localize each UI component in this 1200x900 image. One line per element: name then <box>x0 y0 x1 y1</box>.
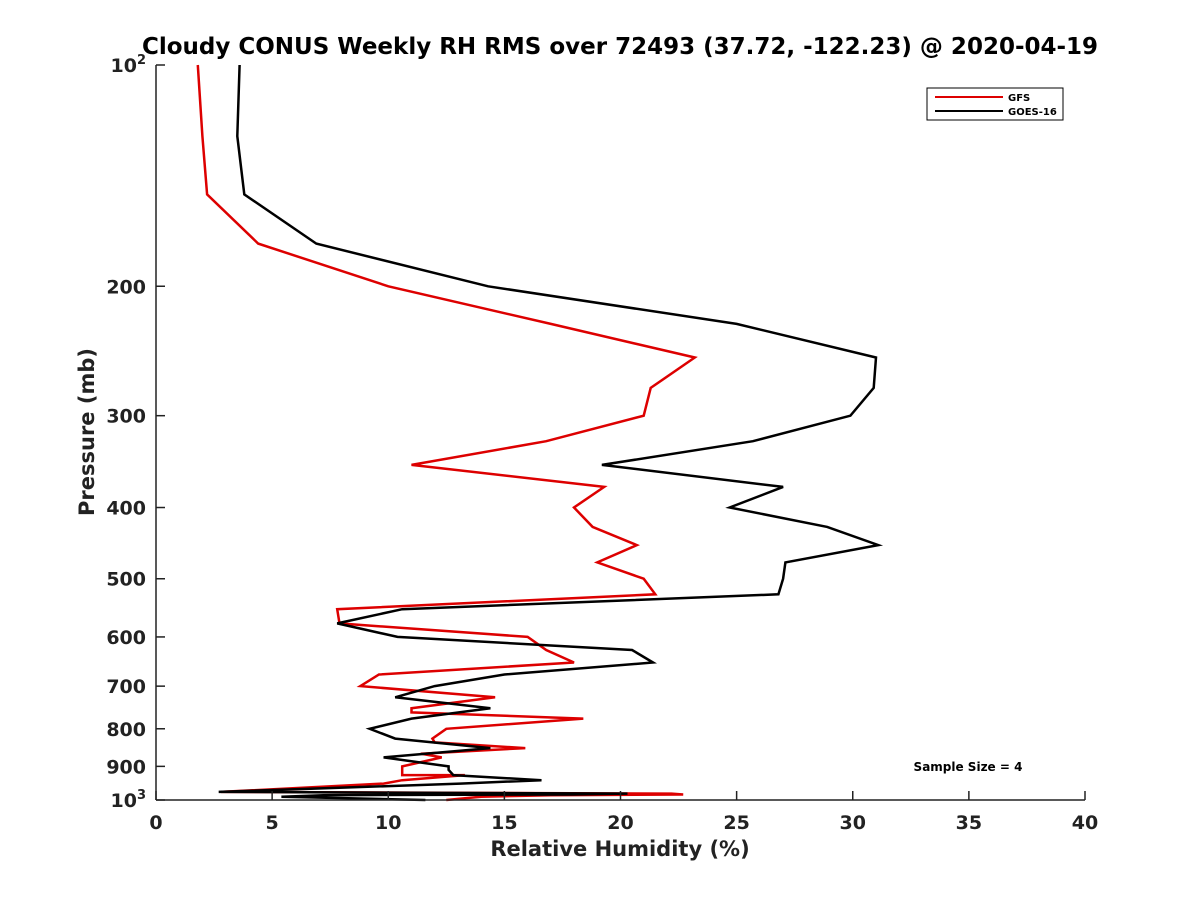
legend-box <box>926 87 1064 121</box>
x-ticks: 0 5 10 15 20 25 30 35 40 <box>149 791 1098 834</box>
legend-label-gfs: GFS <box>1008 93 1030 104</box>
x-tick-label: 5 <box>266 812 279 834</box>
x-tick-label: 40 <box>1072 812 1098 834</box>
y-axis-label: Pressure (mb) <box>75 348 99 516</box>
y-ticks: 102 200 300 400 500 600 700 800 900 103 <box>106 53 165 812</box>
series-layer <box>196 64 884 802</box>
series-line-gfs <box>196 64 698 802</box>
legend: GFS GOES-16 <box>926 87 1064 121</box>
x-tick-label: 10 <box>375 812 401 834</box>
y-tick-label: 102 <box>111 53 147 77</box>
x-axis-label: Relative Humidity (%) <box>490 837 749 861</box>
y-tick-label: 500 <box>106 569 146 591</box>
y-tick-label: 103 <box>111 788 147 812</box>
x-tick-label: 30 <box>840 812 866 834</box>
y-tick-label: 900 <box>106 756 146 778</box>
x-tick-label: 35 <box>956 812 982 834</box>
x-tick-label: 15 <box>491 812 517 834</box>
y-tick-label: 200 <box>106 276 146 298</box>
y-tick-label: 700 <box>106 676 146 698</box>
y-tick-label: 400 <box>106 498 146 520</box>
y-tick-label: 800 <box>106 719 146 741</box>
y-tick-label: 600 <box>106 627 146 649</box>
chart-title: Cloudy CONUS Weekly RH RMS over 72493 (3… <box>142 34 1098 60</box>
x-tick-label: 0 <box>149 812 162 834</box>
legend-label-goes-16: GOES-16 <box>1008 107 1057 118</box>
x-tick-label: 25 <box>723 812 749 834</box>
series-line-goes-16 <box>218 64 884 802</box>
sample-size-annotation: Sample Size = 4 <box>914 760 1023 774</box>
plot-area <box>156 65 1085 800</box>
x-tick-label: 20 <box>607 812 633 834</box>
y-tick-label: 300 <box>106 406 146 428</box>
